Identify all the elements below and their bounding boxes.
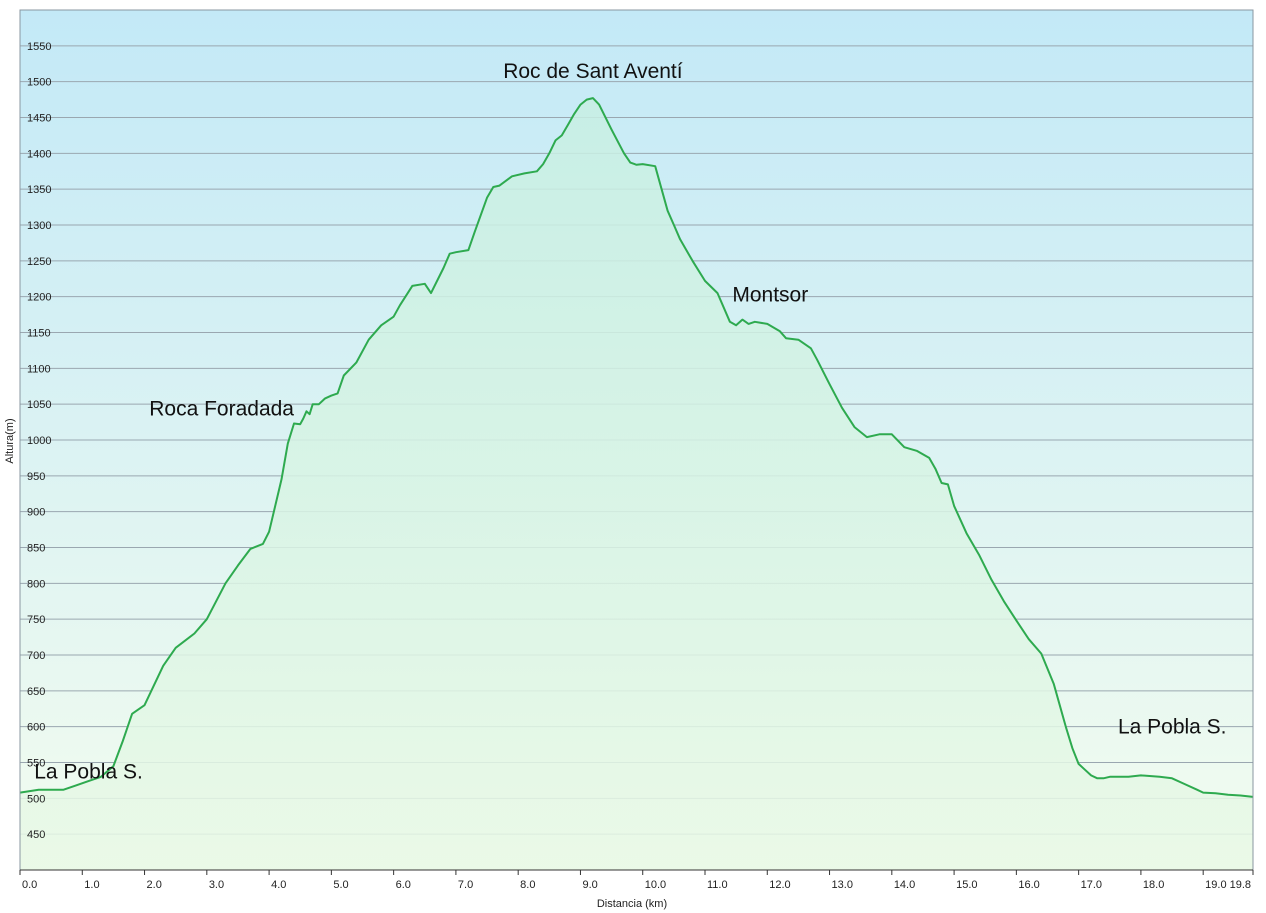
x-tick-label: 2.0: [147, 879, 162, 891]
annotation-label: La Pobla S.: [34, 761, 143, 784]
x-tick-label: 4.0: [271, 879, 286, 891]
x-tick-label: 16.0: [1018, 879, 1039, 891]
y-tick-label: 450: [27, 829, 45, 841]
x-tick-label: 7.0: [458, 879, 473, 891]
x-tick-label: 15.0: [956, 879, 977, 891]
y-tick-label: 1500: [27, 77, 51, 89]
x-tick-label: 19.8: [1230, 879, 1251, 891]
x-tick-label: 14.0: [894, 879, 915, 891]
elevation-line: [19, 97, 1254, 798]
x-tick-label: 13.0: [832, 879, 853, 891]
y-tick-label: 1200: [27, 292, 51, 304]
x-axis-ticks: 0.0 1.0 2.0 3.0 4.0 5.0 6.0 7.0 8.0 9.0 10.0 11.0 12…: [19, 870, 1254, 891]
y-tick-label: 1550: [27, 41, 51, 53]
annotation-label: Roc de Sant Aventí: [503, 60, 683, 83]
y-tick-label: 550: [27, 758, 45, 770]
x-tick-label: 8.0: [520, 879, 535, 891]
y-tick-label: 1100: [27, 363, 51, 375]
y-tick-label: 800: [27, 578, 45, 590]
x-tick-label: 6.0: [396, 879, 411, 891]
y-tick-label: 1350: [27, 184, 51, 196]
y-tick-label: 650: [27, 686, 45, 698]
annotation-label: Montsor: [732, 283, 808, 306]
y-tick-label: 600: [27, 722, 45, 734]
y-tick-label: 1400: [27, 148, 51, 160]
x-tick-label: 12.0: [769, 879, 790, 891]
y-tick-label: 750: [27, 614, 45, 626]
annotation-label: Roca Foradada: [149, 398, 294, 421]
y-axis-ticks: 450 500 550 600 650 700 750 800 850 900 950 1000 105…: [27, 41, 51, 841]
elevation-area: [20, 98, 1253, 871]
x-tick-label: 17.0: [1081, 879, 1102, 891]
x-tick-label: 0.0: [22, 879, 37, 891]
y-tick-label: 1300: [27, 220, 51, 232]
y-tick-label: 1150: [27, 328, 51, 340]
x-tick-label: 18.0: [1143, 879, 1164, 891]
y-tick-label: 1250: [27, 256, 51, 268]
x-tick-label: 10.0: [645, 879, 666, 891]
y-tick-label: 900: [27, 507, 45, 519]
x-axis-label: Distancia (km): [597, 898, 667, 910]
x-tick-label: 11.0: [707, 879, 728, 891]
y-tick-label: 850: [27, 543, 45, 555]
annotation-label: La Pobla S.: [1118, 715, 1227, 738]
y-tick-label: 950: [27, 471, 45, 483]
y-tick-label: 700: [27, 650, 45, 662]
y-tick-label: 1450: [27, 113, 51, 125]
x-tick-label: 3.0: [209, 879, 224, 891]
x-tick-label: 5.0: [333, 879, 348, 891]
y-axis-label: Altura(m): [4, 418, 16, 463]
y-tick-label: 1000: [27, 435, 51, 447]
annotations: Roc de Sant Aventí Roca Foradada Montsor La…: [34, 60, 1226, 783]
y-tick-label: 1050: [27, 399, 51, 411]
x-tick-label: 1.0: [84, 879, 99, 891]
x-tick-label: 19.0: [1205, 879, 1226, 891]
x-tick-label: 9.0: [582, 879, 597, 891]
y-tick-label: 500: [27, 793, 45, 805]
